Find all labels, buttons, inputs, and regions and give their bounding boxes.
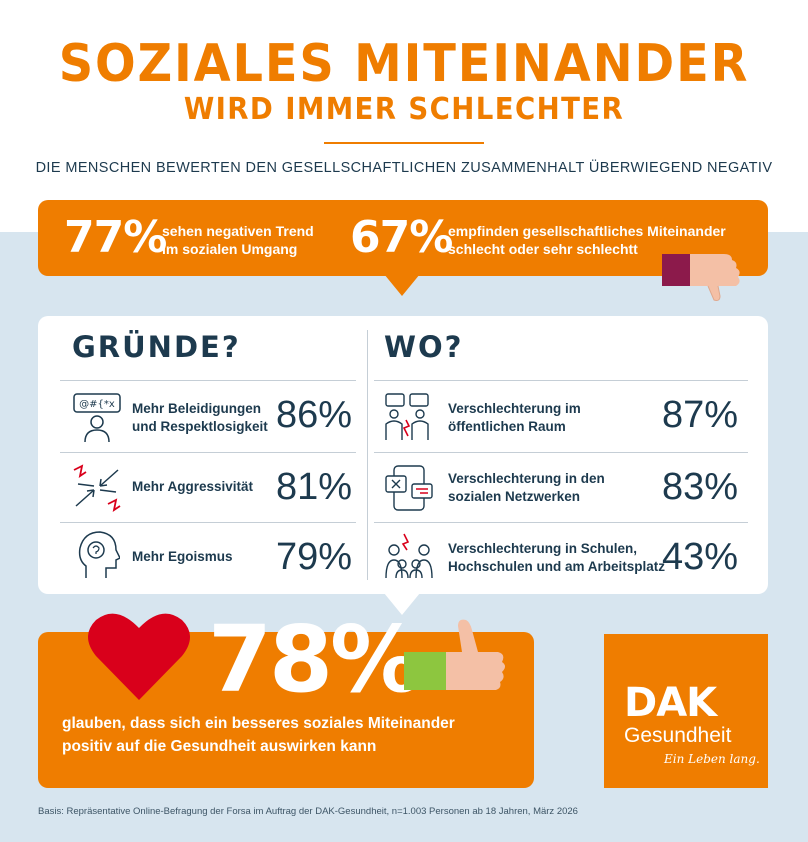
- dak-logo: [604, 634, 768, 788]
- place-public-line2: öffentlichen Raum: [448, 419, 566, 434]
- insult-symbols: @#{*x: [79, 399, 115, 410]
- thumbs-up-icon: [404, 619, 505, 690]
- thumbs-down-icon: [662, 254, 740, 301]
- place-social-value: 83%: [661, 466, 738, 508]
- stat-67-line1: empfinden gesellschaftliches Miteinander: [448, 223, 726, 239]
- row-separator: [374, 452, 748, 453]
- stat-77-value: 77%: [64, 212, 167, 263]
- reason-aggression-value: 81%: [275, 466, 352, 508]
- place-school-line1: Verschlechterung in Schulen,: [448, 541, 638, 556]
- health-stat-value: 78%: [208, 606, 422, 713]
- reason-insults-line1: Mehr Beleidigungen: [132, 401, 262, 416]
- footnote: Basis: Repräsentative Online-Befragung d…: [38, 806, 578, 817]
- card-pointer: [384, 593, 420, 615]
- tagline: DIE MENSCHEN BEWERTEN DEN GESELLSCHAFTLI…: [35, 160, 773, 176]
- stat-67-value: 67%: [350, 212, 453, 263]
- banner-pointer: [384, 274, 420, 296]
- place-school-label: Verschlechterung in Schulen, Hochschulen…: [448, 540, 665, 576]
- place-public-value: 87%: [661, 394, 738, 436]
- place-social-label: Verschlechterung in den sozialen Netzwer…: [448, 470, 605, 506]
- reason-aggression-label: Mehr Aggressivität: [132, 479, 254, 494]
- health-line2: positiv auf die Gesundheit auswirken kan…: [62, 738, 377, 755]
- stat-67-line2: schlecht oder sehr schlechtt: [448, 241, 638, 257]
- health-stat-label: glauben, dass sich ein besseres soziales…: [62, 712, 522, 758]
- stat-77-label: sehen negativen Trend im sozialen Umgang: [162, 222, 314, 258]
- row-separator: [60, 522, 356, 523]
- place-school-line2: Hochschulen und am Arbeitsplatz: [448, 559, 666, 574]
- dak-logo-word: DAK: [624, 680, 717, 726]
- insult-speech-icon: @#{*x: [73, 393, 121, 443]
- heart-icon: [88, 613, 190, 700]
- stat-77-line1: sehen negativen Trend: [162, 223, 314, 239]
- page-subtitle: WIRD IMMER SCHLECHTER: [183, 92, 625, 127]
- places-heading: WO?: [384, 330, 464, 364]
- column-divider: [367, 330, 368, 580]
- row-separator: [60, 452, 356, 453]
- reason-egoism-value: 79%: [275, 536, 352, 578]
- reasons-heading: GRÜNDE?: [72, 330, 241, 364]
- reason-insults-value: 86%: [275, 394, 352, 436]
- place-social-line2: sozialen Netzwerken: [448, 489, 581, 504]
- reason-insults-label: Mehr Beleidigungen und Respektlosigkeit: [132, 400, 268, 436]
- stat-77-line2: im sozialen Umgang: [162, 241, 298, 257]
- row-separator: [374, 380, 748, 381]
- reasons-places-card: [38, 316, 768, 594]
- public-space-people-icon: [385, 393, 429, 440]
- school-work-conflict-icon: [385, 533, 433, 579]
- place-school-value: 43%: [661, 536, 738, 578]
- row-separator: [60, 380, 356, 381]
- dak-logo-slogan: Ein Leben lang.: [664, 752, 760, 766]
- place-public-line1: Verschlechterung im: [448, 401, 581, 416]
- reason-egoism-label: Mehr Egoismus: [132, 549, 233, 564]
- place-public-label: Verschlechterung im öffentlichen Raum: [448, 400, 581, 436]
- social-network-phone-icon: [385, 465, 433, 511]
- stats-banner: [38, 200, 768, 276]
- stat-67-label: empfinden gesellschaftliches Miteinander…: [448, 222, 726, 258]
- reason-insults-line2: und Respektlosigkeit: [132, 419, 268, 434]
- dak-logo-sub: Gesundheit: [624, 724, 732, 747]
- row-separator: [374, 522, 748, 523]
- ego-head-icon: [78, 531, 120, 578]
- health-line1: glauben, dass sich ein besseres soziales…: [62, 715, 455, 732]
- title-divider: [324, 142, 484, 144]
- place-social-line1: Verschlechterung in den: [448, 471, 605, 486]
- aggression-arrows-icon: [73, 464, 121, 512]
- page-title: SOZIALES MITEINANDER: [58, 34, 750, 94]
